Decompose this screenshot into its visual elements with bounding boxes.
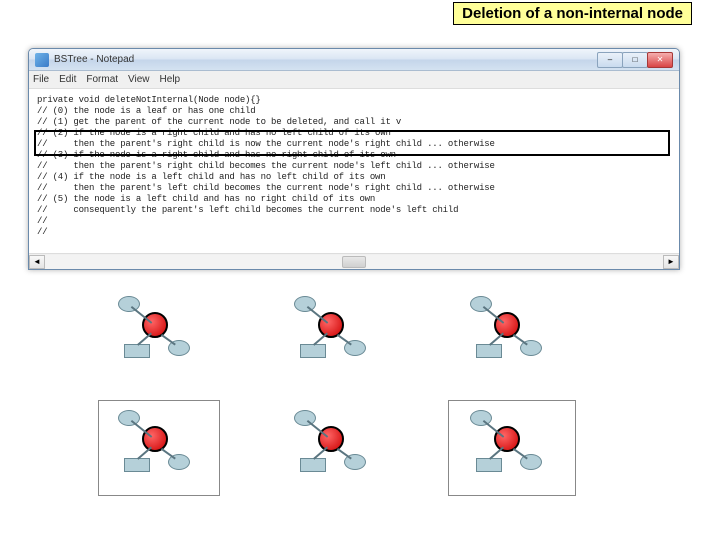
- left-child: [124, 344, 150, 358]
- horizontal-scrollbar[interactable]: ◄ ►: [29, 253, 679, 269]
- left-child: [124, 458, 150, 472]
- window-title: BSTree - Notepad: [54, 54, 598, 65]
- deleted-node: [142, 426, 168, 452]
- left-child: [476, 344, 502, 358]
- close-button[interactable]: ✕: [647, 52, 673, 68]
- scroll-thumb[interactable]: [342, 256, 366, 268]
- window-titlebar[interactable]: BSTree - Notepad – □ ✕: [29, 49, 679, 71]
- left-child: [300, 458, 326, 472]
- menu-file[interactable]: File: [33, 74, 49, 85]
- menu-view[interactable]: View: [128, 74, 150, 85]
- deleted-node: [494, 312, 520, 338]
- deleted-node: [494, 426, 520, 452]
- deleted-node: [318, 312, 344, 338]
- deleted-node: [318, 426, 344, 452]
- scroll-track[interactable]: [45, 255, 663, 269]
- scroll-left-arrow[interactable]: ◄: [29, 255, 45, 269]
- editor-content[interactable]: private void deleteNotInternal(Node node…: [29, 89, 679, 253]
- menu-bar: File Edit Format View Help: [29, 71, 679, 89]
- deleted-node: [142, 312, 168, 338]
- app-icon: [35, 53, 49, 67]
- left-child: [300, 344, 326, 358]
- minimize-button[interactable]: –: [597, 52, 623, 68]
- menu-help[interactable]: Help: [160, 74, 181, 85]
- maximize-button[interactable]: □: [622, 52, 648, 68]
- left-child: [476, 458, 502, 472]
- scroll-right-arrow[interactable]: ►: [663, 255, 679, 269]
- menu-format[interactable]: Format: [86, 74, 118, 85]
- menu-edit[interactable]: Edit: [59, 74, 76, 85]
- notepad-window: BSTree - Notepad – □ ✕ File Edit Format …: [28, 48, 680, 270]
- slide-title: Deletion of a non-internal node: [453, 2, 692, 25]
